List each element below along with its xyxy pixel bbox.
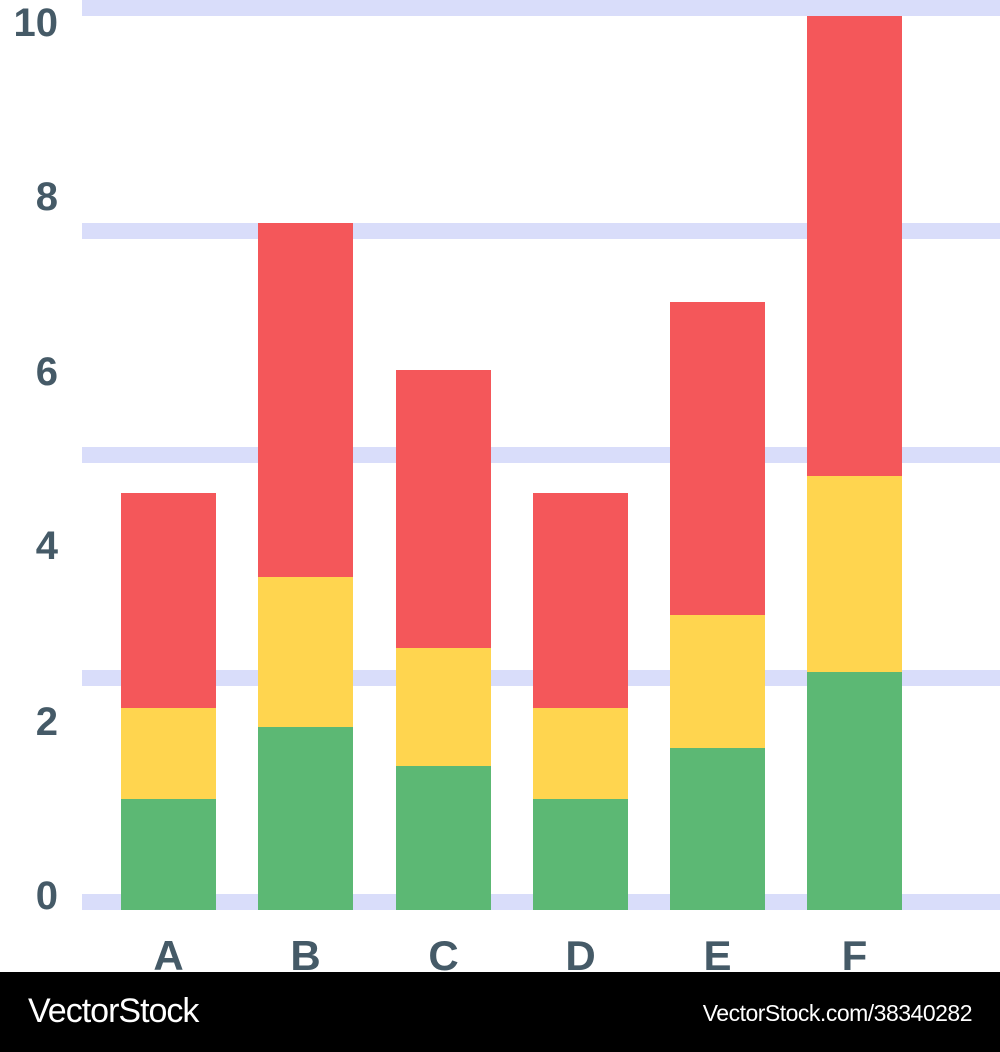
brand-logo-text: VectorStock bbox=[28, 992, 199, 1030]
y-tick-label: 2 bbox=[35, 700, 58, 744]
bar-segment-red bbox=[533, 492, 628, 708]
bar-segment-red bbox=[396, 369, 491, 649]
watermark-footer: VectorStock VectorStock.com/38340282 bbox=[0, 972, 1000, 1052]
bar-segment-red bbox=[807, 15, 902, 477]
bar-segment-red bbox=[258, 222, 353, 578]
y-tick-label: 6 bbox=[35, 350, 58, 394]
reference-text: VectorStock.com/38340282 bbox=[702, 1000, 973, 1026]
bar-segment-green bbox=[121, 798, 216, 910]
bar-segment-yellow bbox=[533, 707, 628, 800]
bar-segment-green bbox=[807, 671, 902, 910]
x-tick-label: D bbox=[565, 932, 596, 979]
bar-a bbox=[121, 492, 216, 910]
y-tick-label: 10 bbox=[13, 1, 59, 45]
bar-segment-yellow bbox=[396, 647, 491, 767]
y-tick-label: 4 bbox=[35, 524, 58, 568]
x-tick-label: E bbox=[703, 932, 732, 979]
bar-segment-red bbox=[670, 301, 765, 615]
bar-segment-yellow bbox=[258, 576, 353, 727]
x-tick-label: B bbox=[290, 932, 321, 979]
bar-segment-yellow bbox=[121, 707, 216, 800]
gridline bbox=[82, 0, 1000, 16]
bar-c bbox=[396, 369, 491, 910]
y-tick-label: 0 bbox=[35, 874, 58, 918]
bar-e bbox=[670, 301, 765, 910]
bar-segment-green bbox=[396, 765, 491, 910]
bar-f bbox=[807, 15, 902, 910]
bar-segment-green bbox=[533, 798, 628, 910]
bar-segment-yellow bbox=[670, 614, 765, 749]
x-tick-label: F bbox=[841, 932, 868, 979]
bar-segment-green bbox=[670, 747, 765, 910]
bar-d bbox=[533, 492, 628, 910]
bar-b bbox=[258, 222, 353, 910]
x-tick-label: A bbox=[153, 932, 184, 979]
x-tick-label: C bbox=[428, 932, 459, 979]
y-tick-label: 8 bbox=[35, 175, 58, 219]
bar-segment-yellow bbox=[807, 475, 902, 673]
bar-segment-red bbox=[121, 492, 216, 708]
bar-segment-green bbox=[258, 726, 353, 910]
